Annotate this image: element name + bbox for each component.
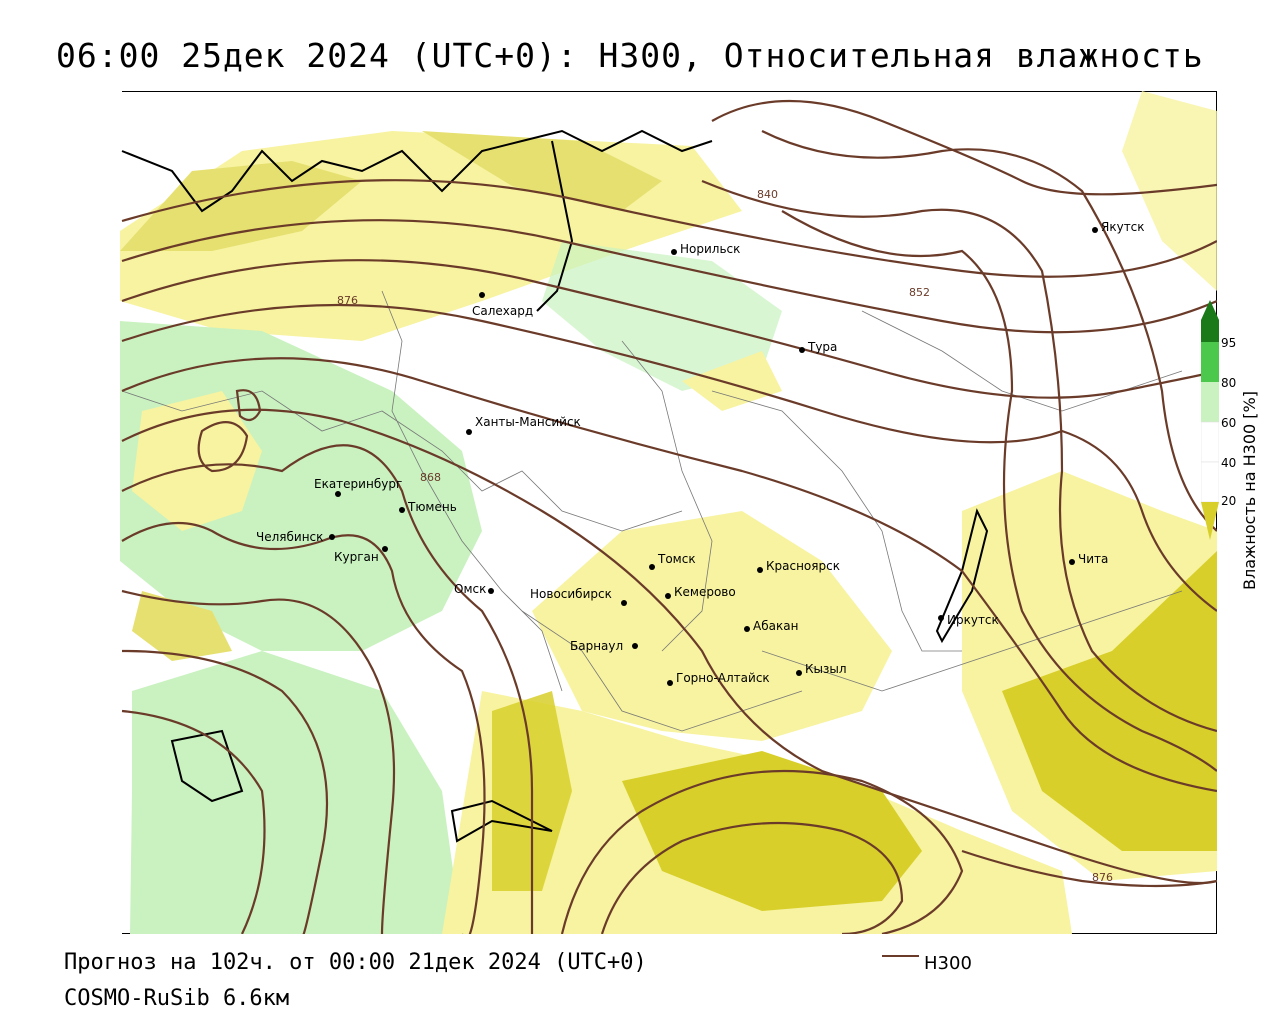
- svg-text:Томск: Томск: [657, 552, 696, 566]
- city-novosibirsk: Новосибирск: [530, 587, 627, 606]
- svg-text:Красноярск: Красноярск: [766, 559, 840, 573]
- city-omsk: Омск: [454, 582, 494, 596]
- cities: Норильск Якутск Салехард Тура Ханты-Манс…: [256, 220, 1145, 686]
- city-kyzyl: Кызыл: [796, 662, 847, 676]
- h300-legend-line: [882, 955, 919, 957]
- isoline-label: 840: [757, 188, 778, 201]
- colorbar-tick: 20: [1221, 494, 1237, 508]
- svg-text:Барнаул: Барнаул: [570, 639, 623, 653]
- city-abakan: Абакан: [744, 619, 798, 633]
- svg-text:Чита: Чита: [1078, 552, 1108, 566]
- humidity-colorbar: [1201, 300, 1219, 540]
- city-yekaterinburg: Екатеринбург: [314, 477, 402, 497]
- city-kemerovo: Кемерово: [665, 585, 736, 599]
- colorbar-tick: 80: [1221, 376, 1237, 390]
- svg-text:Курган: Курган: [334, 550, 379, 564]
- colorbar-tick: 60: [1221, 416, 1237, 430]
- city-krasnoyarsk: Красноярск: [757, 559, 840, 573]
- svg-text:Горно-Алтайск: Горно-Алтайск: [676, 671, 770, 685]
- region-borders: [121, 290, 1183, 732]
- colorbar-tick: 40: [1221, 456, 1237, 470]
- svg-text:Иркутск: Иркутск: [947, 613, 999, 627]
- city-khanty-mansiysk: Ханты-Мансийск: [466, 415, 581, 435]
- h300-isolines: [121, 99, 1217, 934]
- city-tomsk: Томск: [649, 552, 696, 570]
- isoline-label: 876: [1092, 871, 1113, 884]
- city-kurgan: Курган: [334, 546, 388, 564]
- isoline-label: 876: [337, 294, 358, 307]
- map-title: 06:00 25дек 2024 (UTC+0): H300, Относите…: [56, 36, 1204, 75]
- svg-text:Ханты-Мансийск: Ханты-Мансийск: [475, 415, 581, 429]
- svg-text:Новосибирск: Новосибирск: [530, 587, 612, 601]
- colorbar-tick: 95: [1221, 336, 1237, 350]
- isoline-labels: 840 852 876 868 876: [337, 188, 1113, 884]
- forecast-info: Прогноз на 102ч. от 00:00 21дек 2024 (UT…: [64, 950, 647, 975]
- city-tura: Тура: [799, 340, 837, 354]
- svg-text:Норильск: Норильск: [680, 242, 740, 256]
- svg-text:Абакан: Абакан: [753, 619, 798, 633]
- colorbar-bottom-arrow: [1201, 502, 1219, 540]
- svg-text:Челябинск: Челябинск: [256, 530, 323, 544]
- svg-text:Кызыл: Кызыл: [805, 662, 847, 676]
- svg-text:Омск: Омск: [454, 582, 486, 596]
- city-barnaul: Барнаул: [570, 639, 638, 653]
- svg-text:Тура: Тура: [807, 340, 837, 354]
- svg-text:Екатеринбург: Екатеринбург: [314, 477, 402, 491]
- city-yakutsk: Якутск: [1092, 220, 1145, 234]
- city-norilsk: Норильск: [671, 242, 740, 256]
- colorbar-top-arrow: [1201, 300, 1219, 320]
- svg-text:Якутск: Якутск: [1101, 220, 1145, 234]
- city-irkutsk: Иркутск: [938, 613, 999, 627]
- isoline-label: 852: [909, 286, 930, 299]
- city-tyumen: Тюмень: [399, 500, 457, 514]
- humidity-field: [120, 91, 1217, 934]
- city-salekhard: Салехард: [472, 292, 533, 318]
- city-gorno-altaysk: Горно-Алтайск: [667, 671, 770, 686]
- city-chita: Чита: [1069, 552, 1108, 566]
- city-chelyabinsk: Челябинск: [256, 530, 335, 544]
- forecast-map: 840 852 876 868 876 Норильск Якутск Сале…: [62, 91, 1217, 934]
- svg-text:Салехард: Салехард: [472, 304, 533, 318]
- model-name: COSMO-RuSib 6.6км: [64, 986, 290, 1011]
- h300-legend-label: H300: [924, 953, 972, 974]
- isoline-label: 868: [420, 471, 441, 484]
- svg-text:Тюмень: Тюмень: [407, 500, 457, 514]
- colorbar-title: Влажность на H300 [%]: [1240, 391, 1259, 590]
- svg-text:Кемерово: Кемерово: [674, 585, 736, 599]
